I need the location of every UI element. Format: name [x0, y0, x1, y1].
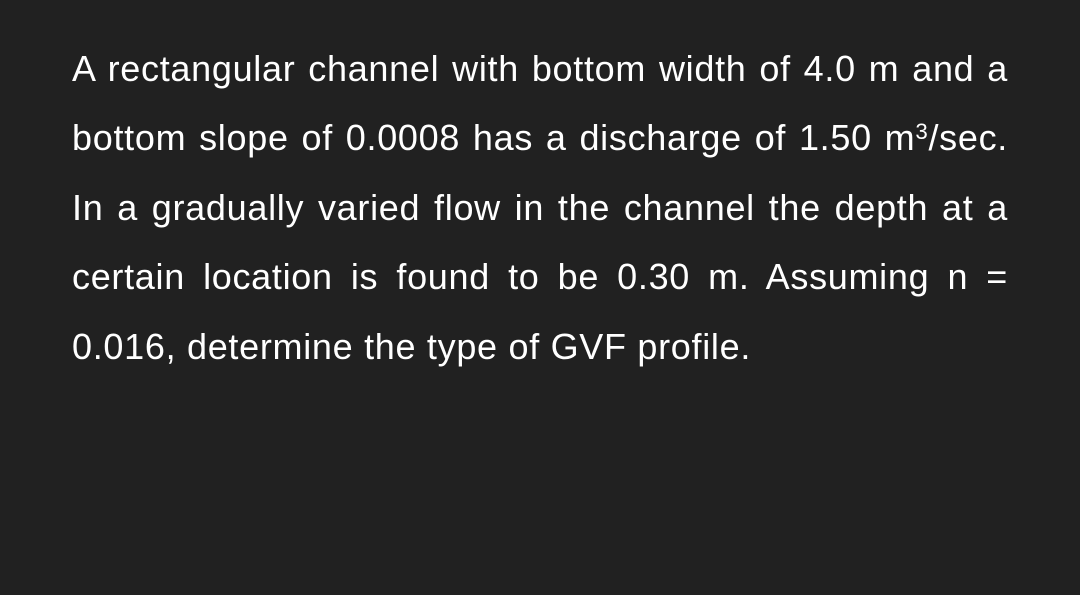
problem-page: A rectangular channel with bottom width … — [0, 0, 1080, 595]
problem-paragraph: A rectangular channel with bottom width … — [72, 34, 1008, 381]
cubic-exponent: 3 — [915, 119, 928, 144]
problem-text-part-1: A rectangular channel with bottom width … — [72, 48, 1008, 158]
